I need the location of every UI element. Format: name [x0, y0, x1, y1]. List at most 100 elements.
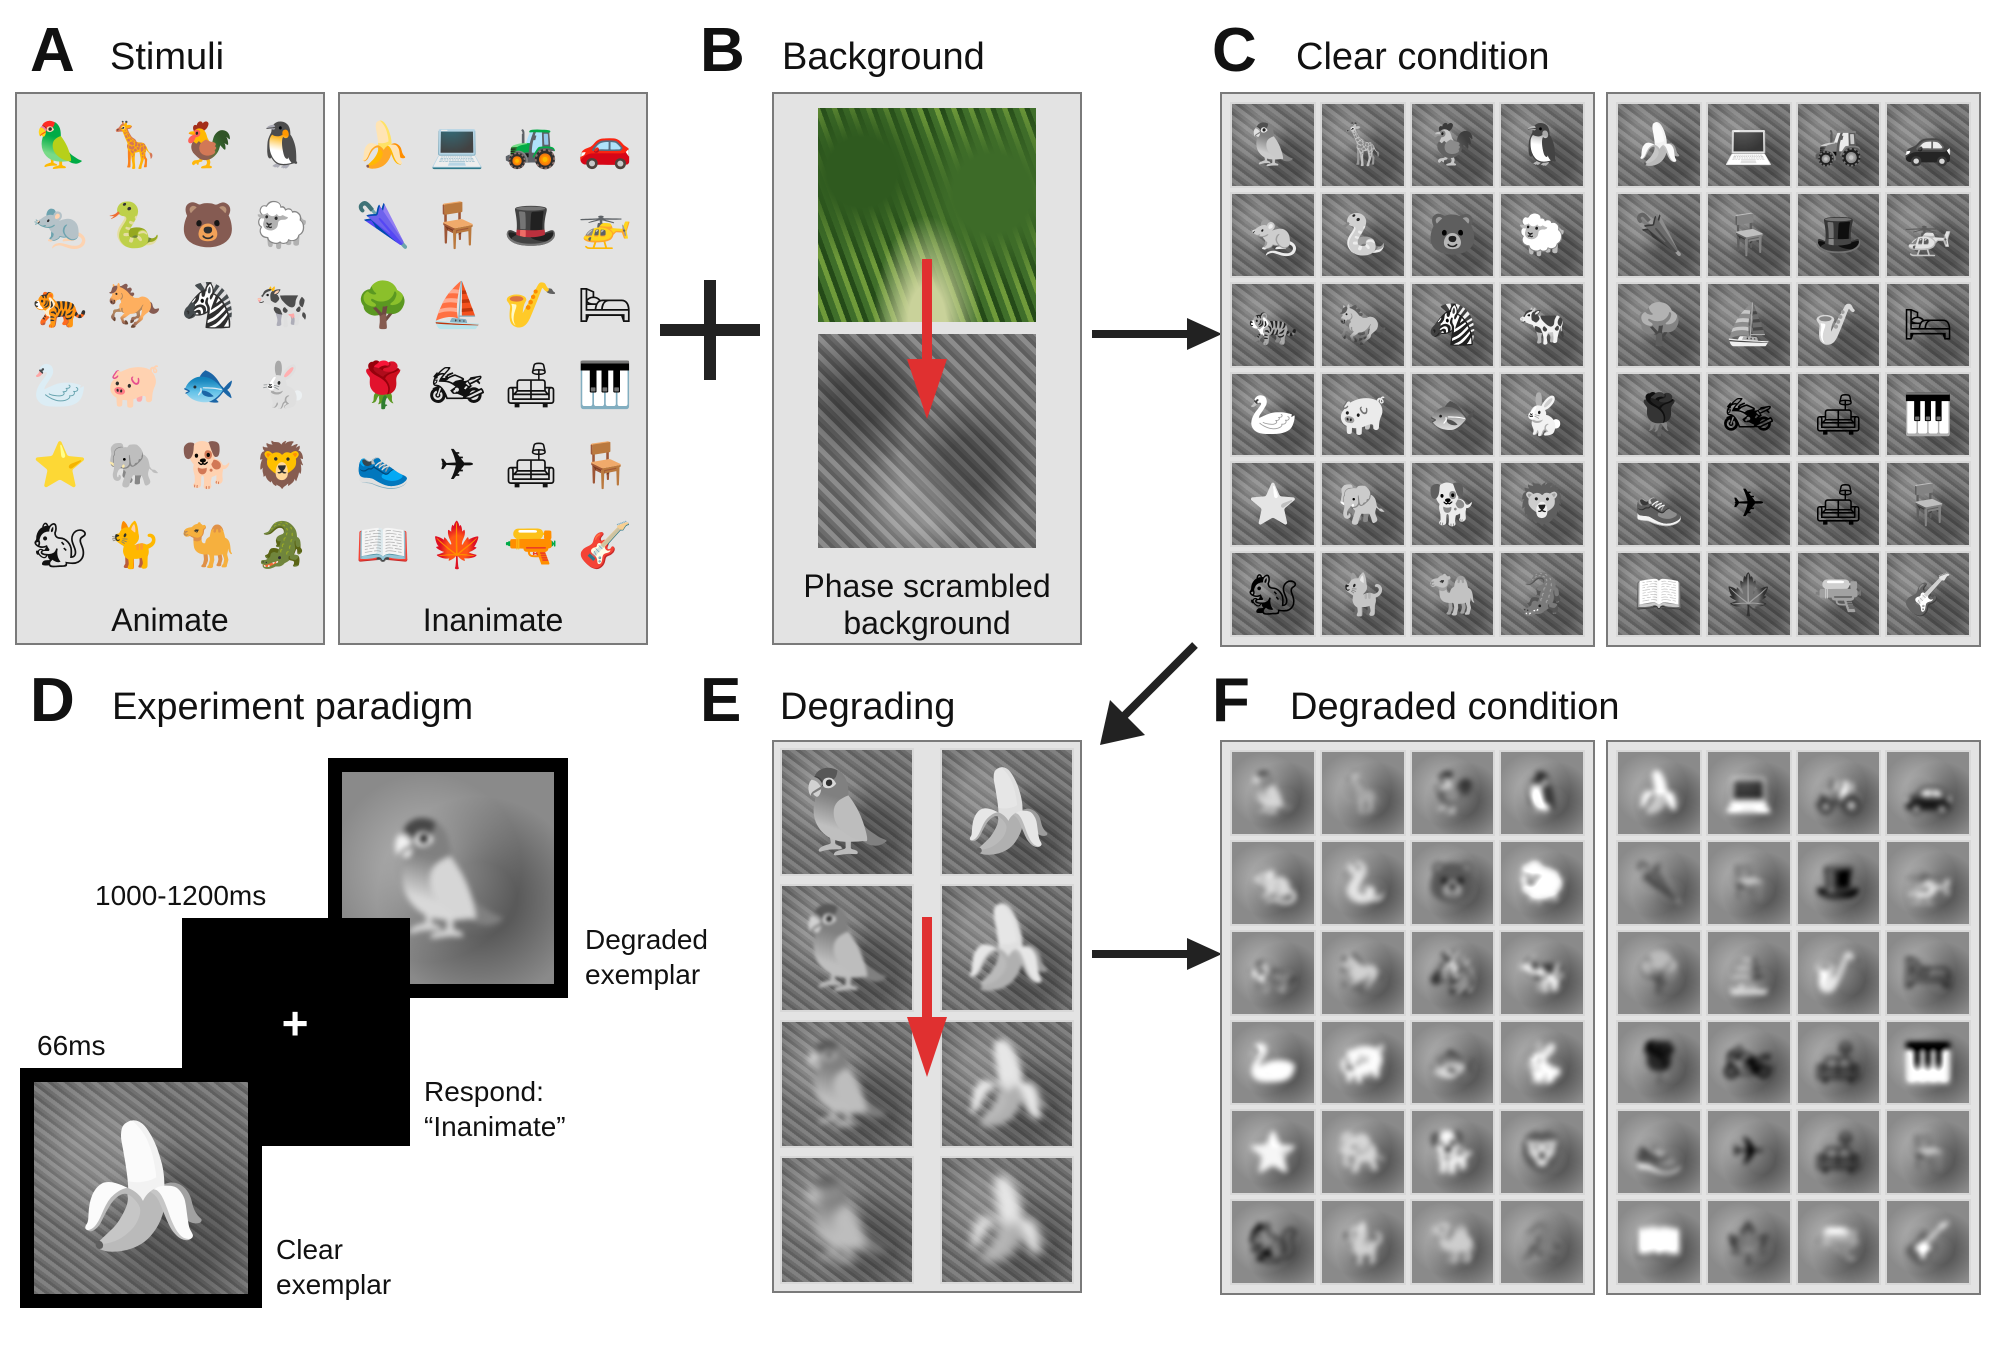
clear-animate-grid: 🦜 🦒 🐓 🐧 🐀 🐍 🐻 🐑 🐅 🐎 🦓 🐄 🦢 🐖 🐟 🐇 ⭐ 🐘 🐕 🦁 🐿 🐈 🐪 🐊 [1230, 102, 1585, 637]
panel-f-letter: F [1212, 666, 1250, 735]
stimulus-icon: 🐪 [180, 521, 236, 570]
clear-stimulus-tile: 🐖 [1319, 371, 1406, 458]
respond-line-2: “Inanimate” [424, 1111, 566, 1142]
arrow-down-icon [907, 917, 947, 1077]
caption-line-1: Phase scrambled [803, 568, 1051, 604]
degrading-panel: 🦜 🍌 🦜 🍌 🦜 🍌 🦜 🍌 [772, 740, 1082, 1293]
clear-stimulus-tile: 🐑 [1499, 191, 1585, 278]
stimulus-icon: 🏍 [429, 361, 485, 410]
animate-label: Animate [111, 602, 229, 638]
clear-inanimate-grid: 🍌 💻 🚜 🚗 🌂 🪑 🎩 🚁 🌳 ⛵ 🎷 🛏 🌹 🏍 🛋 🎹 👟 ✈ 🛋 🪑 📖 🍁 🔫 🎸 [1616, 102, 1971, 637]
plus-icon [660, 280, 760, 380]
degraded-stimulus-tile: 🎸 [1885, 1199, 1971, 1285]
clear-stimulus-tile: ⭐ [1230, 461, 1316, 548]
stimulus-icon: 🎸 [577, 521, 633, 570]
clear-stimulus-tile: 🐧 [1499, 102, 1585, 188]
clear-line-2: exemplar [276, 1269, 392, 1300]
degraded-stimulus-tile: 🪑 [1705, 839, 1792, 926]
degraded-stimulus-tile: ✈ [1705, 1109, 1792, 1196]
inanimate-stimuli-panel: 🍌 💻 🚜 🚗 🌂 🪑 🎩 🚁 🌳 ⛵ 🎷 🛏 🌹 🏍 🛋 🎹 👟 ✈ 🛋 🪑 📖 🍁 🔫 🎸 Inanimate [338, 92, 648, 645]
stimulus-icon: 🛏 [577, 281, 633, 330]
animate-stimuli-panel: 🦜 🦒 🐓 🐧 🐀 🐍 🐻 🐑 🐅 🐎 🦓 🐄 🦢 🐖 🐟 🐇 ⭐ 🐘 🐕 🦁 🐿 🐈 🐪 🐊 Animate [15, 92, 325, 645]
degraded-stimulus-tile: 👟 [1616, 1109, 1702, 1196]
degraded-stimulus-tile: 🦜 [1230, 750, 1316, 836]
degraded-stimulus-tile: 🐀 [1230, 839, 1316, 926]
degraded-stimulus-tile: 🐅 [1230, 929, 1316, 1016]
clear-stimulus-tile: 🐟 [1409, 371, 1496, 458]
stimulus-icon: 🌂 [355, 201, 411, 250]
arrow-down-icon [907, 259, 947, 419]
degraded-stimulus-tile: 🐻 [1409, 839, 1496, 926]
degraded-stimulus-tile: 🐈 [1319, 1199, 1406, 1285]
caption-line-2: background [843, 604, 1011, 641]
degraded-stimulus-tile: 🎹 [1885, 1019, 1971, 1106]
degraded-stimulus-tile: 🐖 [1319, 1019, 1406, 1106]
stimulus-icon: 🐑 [254, 201, 310, 250]
clear-stimulus-tile: 🎷 [1795, 281, 1882, 368]
degraded-stimulus-tile: 🌂 [1616, 839, 1702, 926]
stimulus-icon: 🔫 [503, 521, 559, 570]
stimulus-icon: 🐿 [32, 521, 88, 570]
stimulus-icon: 👟 [355, 441, 411, 490]
panel-f-title: Degraded condition [1290, 686, 1620, 728]
clear-stimulus-tile: 🐻 [1409, 191, 1496, 278]
timing-stimulus: 66ms [37, 1030, 106, 1061]
degraded-stimulus-tile: 🐊 [1499, 1199, 1585, 1285]
degraded-stimulus-tile: ⛵ [1705, 929, 1792, 1016]
clear-animate-panel: 🦜 🦒 🐓 🐧 🐀 🐍 🐻 🐑 🐅 🐎 🦓 🐄 🦢 🐖 🐟 🐇 ⭐ 🐘 🐕 🦁 🐿 🐈 🐪 🐊 [1220, 92, 1595, 647]
stimulus-icon: 🐇 [254, 361, 310, 410]
inanimate-label: Inanimate [422, 602, 564, 638]
degraded-stimulus-tile: 🦢 [1230, 1019, 1316, 1106]
fixation-frame: + [182, 918, 410, 1146]
stimulus-icon: 🐖 [106, 361, 162, 410]
stimulus-icon: 🚜 [503, 121, 559, 170]
arrow-diagonal-icon [1100, 642, 1198, 745]
clear-stimulus-tile: 🦢 [1230, 371, 1316, 458]
parrot-degrade-tile: 🦜 [780, 1156, 914, 1284]
clear-stimulus-tile: 🐀 [1230, 191, 1316, 278]
clear-stimulus-tile: 🎹 [1885, 371, 1971, 458]
banana-degrade-tile: 🍌 [940, 1020, 1074, 1148]
clear-stimulus-tile: 🐄 [1499, 281, 1585, 368]
stimulus-icon: 🛋 [503, 361, 559, 410]
clear-stimulus-tile: 🍌 [1616, 102, 1702, 188]
fixation-cross: + [281, 997, 309, 1049]
stimulus-icon: 🐄 [254, 281, 310, 330]
degraded-stimulus-tile: 🦁 [1499, 1109, 1585, 1196]
panel-c-title: Clear condition [1296, 36, 1550, 78]
respond-caption: Respond: “Inanimate” [424, 1074, 566, 1144]
clear-stimulus-tile: 🎩 [1795, 191, 1882, 278]
degraded-stimulus-tile: 🐇 [1499, 1019, 1585, 1106]
clear-stimulus-tile: 🛏 [1885, 281, 1971, 368]
degraded-stimulus-tile: 🐕 [1409, 1109, 1496, 1196]
stimulus-icon: 🎹 [577, 361, 633, 410]
degraded-stimulus-tile: 🌳 [1616, 929, 1702, 1016]
degraded-stimulus-tile: 🚜 [1795, 750, 1882, 836]
timing-interval: 1000-1200ms [95, 880, 267, 911]
degraded-stimulus-tile: 🪑 [1885, 1109, 1971, 1196]
panel-e-letter: E [700, 666, 742, 735]
clear-stimulus-tile: 🐇 [1499, 371, 1585, 458]
clear-stimulus-tile: 🐍 [1319, 191, 1406, 278]
clear-stimulus-tile: 🔫 [1795, 551, 1882, 637]
clear-stimulus-tile: 🦁 [1499, 461, 1585, 548]
stimulus-icon: ⭐ [32, 441, 88, 490]
arrow-right-icon [1092, 318, 1222, 350]
panel-e-title: Degrading [780, 686, 956, 728]
clear-stimulus-tile: 🏍 [1705, 371, 1792, 458]
clear-stimulus-tile: 🌳 [1616, 281, 1702, 368]
degraded-inanimate-grid: 🍌 💻 🚜 🚗 🌂 🪑 🎩 🚁 🌳 ⛵ 🎷 🛏 🌹 🏍 🛋 🎹 👟 ✈ 🛋 🪑 📖 🍁 🔫 🎸 [1616, 750, 1971, 1285]
respond-line-1: Respond: [424, 1076, 544, 1107]
degraded-stimulus-tile: 🐧 [1499, 750, 1585, 836]
parrot-degrade-tile: 🦜 [780, 748, 914, 876]
clear-stimulus-tile: 🚜 [1795, 102, 1882, 188]
clear-stimulus-tile: 🐓 [1409, 102, 1496, 188]
panel-a-letter: A [30, 16, 75, 85]
clear-stimulus-tile: 🪑 [1705, 191, 1792, 278]
clear-stimulus-tile: 🌹 [1616, 371, 1702, 458]
stimulus-icon: 🪑 [577, 441, 633, 490]
clear-stimulus-tile: 🐿 [1230, 551, 1316, 637]
clear-stimulus-tile: 🚁 [1885, 191, 1971, 278]
degraded-stimulus-tile: 🐄 [1499, 929, 1585, 1016]
degraded-stimulus-tile: 🚗 [1885, 750, 1971, 836]
